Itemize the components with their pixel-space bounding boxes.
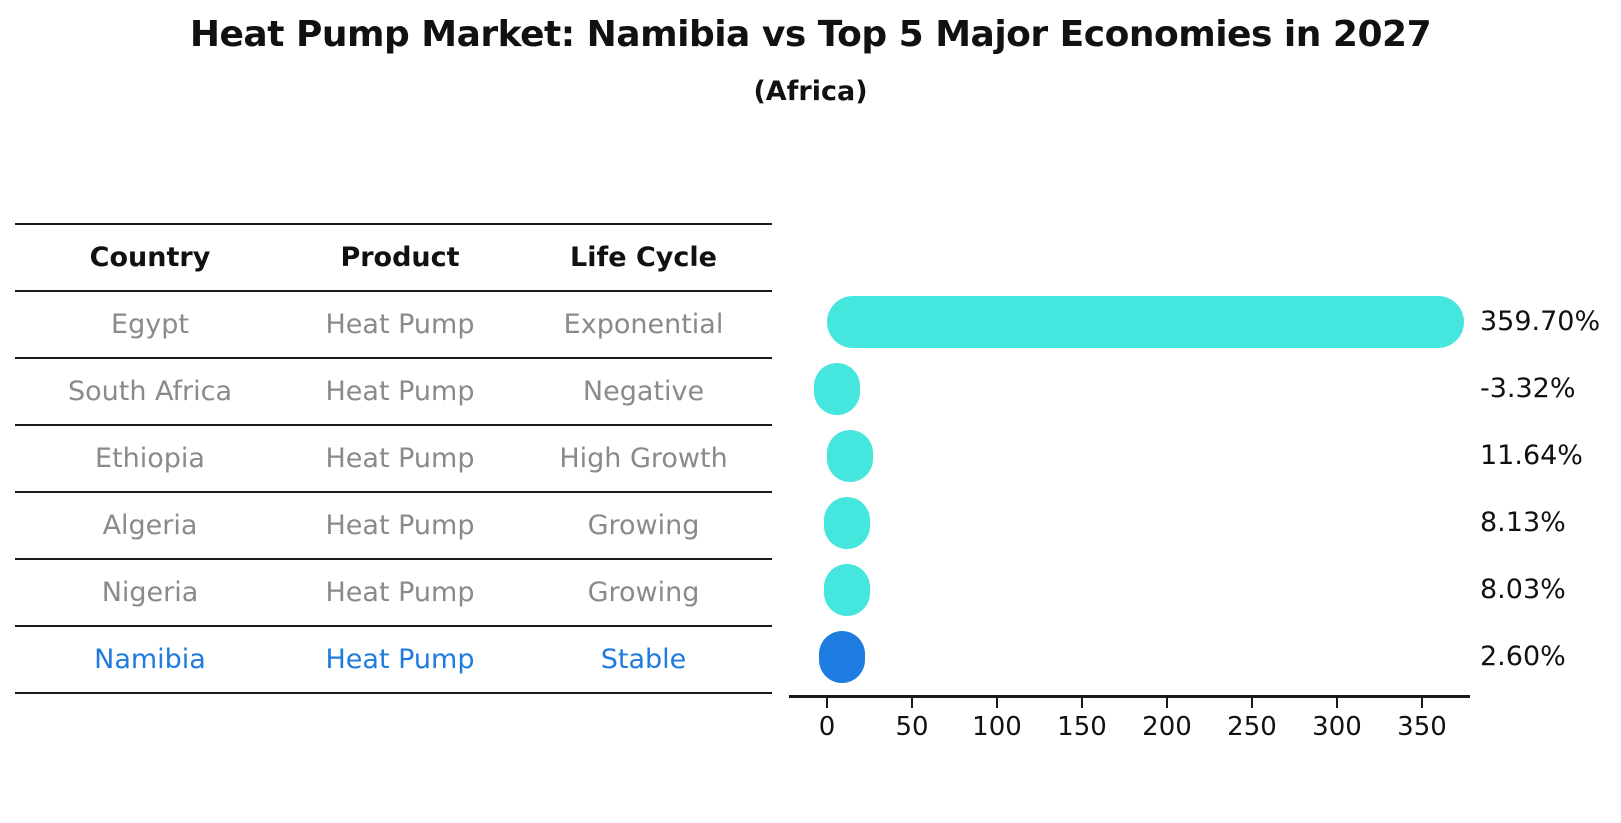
x-axis-tick [826,698,828,708]
chart-bar-algeria [823,496,870,549]
country-table: Country Product Life Cycle Egypt Heat Pu… [15,223,772,694]
chart-bar-egypt [827,295,1465,348]
bar-value-label: 8.03% [1480,573,1566,605]
chart-bar-ethiopia [826,429,873,482]
life-cycle-cell: High Growth [559,443,728,474]
life-cycle-cell: Stable [600,644,687,675]
x-axis-tick [911,698,913,708]
x-axis-tick-label: 50 [895,712,929,742]
product-cell: Heat Pump [325,443,475,474]
x-axis-line [789,695,1470,698]
table-row: Nigeria Heat Pump Growing [15,560,772,627]
column-header-country: Country [89,242,211,273]
table-row: South Africa Heat Pump Negative [15,359,772,426]
x-axis-tick [1251,698,1253,708]
x-axis-tick-label: 150 [1057,712,1107,742]
x-axis-tick-label: 0 [818,712,836,742]
bar-value-label: 359.70% [1480,305,1601,337]
x-axis-tick [1081,698,1083,708]
country-cell: Algeria [102,510,198,541]
x-axis-tick [1421,698,1423,708]
x-axis-tick-label: 250 [1227,712,1277,742]
bar-value-label: 2.60% [1480,640,1566,672]
x-axis-tick-label: 350 [1397,712,1447,742]
table-row: Algeria Heat Pump Growing [15,493,772,560]
x-axis-tick [1166,698,1168,708]
life-cycle-cell: Exponential [563,309,724,340]
country-cell: Namibia [94,644,206,675]
product-cell: Heat Pump [325,577,475,608]
table-row: Egypt Heat Pump Exponential [15,292,772,359]
country-cell: Nigeria [101,577,199,608]
x-axis-tick [996,698,998,708]
life-cycle-cell: Growing [587,510,700,541]
bar-value-label: 8.13% [1480,506,1566,538]
life-cycle-cell: Growing [587,577,700,608]
product-cell: Heat Pump [325,644,475,675]
page-title: Heat Pump Market: Namibia vs Top 5 Major… [189,14,1432,55]
product-cell: Heat Pump [325,510,475,541]
chart-bar-namibia [819,630,866,683]
bar-value-label: -3.32% [1480,372,1576,404]
product-cell: Heat Pump [325,309,475,340]
x-axis-tick-label: 100 [972,712,1022,742]
life-cycle-cell: Negative [582,376,705,407]
x-axis-tick-label: 300 [1312,712,1362,742]
table-row-highlight-namibia: Namibia Heat Pump Stable [15,627,772,694]
table-header-row: Country Product Life Cycle [15,225,772,292]
x-axis-tick [1336,698,1338,708]
chart-bar-nigeria [823,563,870,616]
column-header-product: Product [340,242,460,273]
chart-bar-south-africa [814,362,861,415]
page-subtitle: (Africa) [753,76,868,107]
country-cell: South Africa [67,376,233,407]
bar-value-label: 11.64% [1480,439,1583,471]
country-cell: Ethiopia [95,443,205,474]
x-axis-tick-label: 200 [1142,712,1192,742]
column-header-life-cycle: Life Cycle [570,242,717,273]
country-cell: Egypt [111,309,189,340]
table-row: Ethiopia Heat Pump High Growth [15,426,772,493]
product-cell: Heat Pump [325,376,475,407]
